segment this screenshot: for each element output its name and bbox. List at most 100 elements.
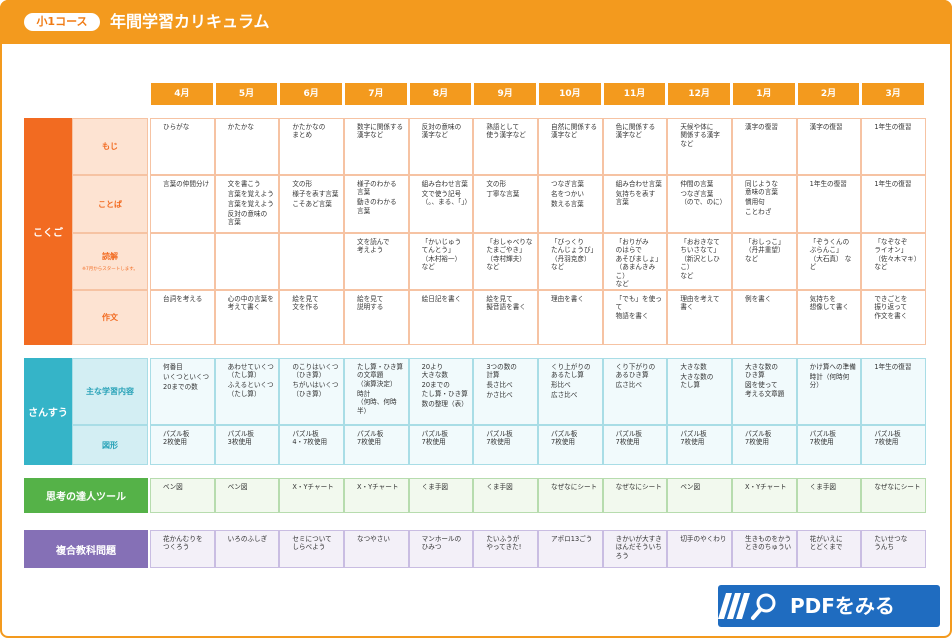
- cell-item: たし算・ひき算 の文章題 （演算決定）: [357, 363, 404, 388]
- cell: 「なぞなぞ ライオン」 （佐々木マキ） など: [861, 233, 926, 290]
- month-header: 9月: [474, 83, 536, 105]
- cell-item: 花かんむりを つくろう: [163, 535, 203, 552]
- cell-item: 大きな数: [680, 363, 707, 371]
- cell-item: 花がいえに とどくまで: [809, 535, 843, 552]
- cell-item: パズル板 7枚使用: [680, 430, 707, 447]
- cell: X・Yチャート: [344, 478, 409, 513]
- cell-item: 1年生の復習: [809, 180, 847, 188]
- cell-item: 「おりがみ のはらで あそびましょ」 （あまんきみこ） など: [615, 238, 662, 289]
- cell: なぜなにシート: [861, 478, 926, 513]
- cell-item: 同じような 意味の言葉: [745, 180, 778, 197]
- cell: 「でも」を使って 物語を書く: [602, 290, 668, 345]
- cell-item: X・Yチャート: [357, 483, 399, 491]
- cell-item: パズル板 7枚使用: [809, 430, 837, 447]
- cell-item: くま手図: [809, 483, 837, 491]
- cell: つなぎ言葉 名をつかい 数える言葉: [538, 175, 603, 233]
- cell-item: かたかな: [227, 123, 255, 131]
- cell-item: 「なぞなぞ ライオン」 （佐々木マキ） など: [874, 238, 921, 272]
- cell-item: 数の整理（表）: [421, 399, 468, 408]
- cell-item: 数字に関係する 漢字など: [357, 123, 404, 140]
- cell-item: 様子のわかる 言葉: [357, 180, 397, 197]
- cell: 仲間の言葉 つなぎ言葉 （ので、のに）: [667, 175, 732, 233]
- cell-item: つなぎ言葉 （ので、のに）: [680, 189, 727, 207]
- cell: マンホールの ひみつ: [408, 530, 474, 568]
- row-label: 主な学習内容: [72, 358, 148, 425]
- cell: 1年生の復習: [861, 118, 926, 175]
- cell-item: 反対の意味の 漢字など: [421, 123, 462, 140]
- cell-item: こそあど言葉: [292, 199, 332, 208]
- cell-item: 文の形: [486, 180, 507, 188]
- cell: ひらがな: [150, 118, 215, 175]
- cell-item: パズル板 7枚使用: [357, 430, 384, 447]
- cell-item: 組み合わせ言葉: [615, 180, 662, 188]
- cell-item: 気持ちを表す 言葉: [615, 189, 656, 207]
- cell: パズル板 4・7枚使用: [279, 425, 344, 465]
- month-header: 2月: [797, 83, 860, 105]
- cell-item: ベン図: [227, 483, 248, 491]
- cell-item: 広さ比べ: [615, 381, 643, 390]
- section-label: 複合教科問題: [24, 530, 148, 568]
- cell: セミについて しらべよう: [279, 530, 344, 568]
- month-header: 8月: [409, 83, 472, 105]
- cell: パズル板 7枚使用: [796, 425, 862, 465]
- cell: 気持ちを 想像して書く: [796, 290, 862, 345]
- cell: パズル板 7枚使用: [408, 425, 474, 465]
- cell-item: いくつといくつ: [163, 372, 210, 381]
- cell-item: 長さ比べ: [486, 381, 513, 390]
- cell-item: パズル板 7枚使用: [421, 430, 449, 447]
- cell-item: 1年生の復習: [874, 363, 912, 371]
- cell-item: 20までの数: [163, 382, 198, 391]
- cell: 生きものをかう ときのちゅうい: [732, 530, 797, 568]
- month-header: 12月: [668, 83, 730, 105]
- cell: なぜなにシート: [538, 478, 603, 513]
- cell: 数字に関係する 漢字など: [344, 118, 409, 175]
- cell-item: 図を使って 考える文章題: [745, 381, 785, 398]
- cell-item: 熟語として 使う漢字など: [486, 123, 526, 140]
- cell: 3つの数の 計算 長さ比べ かさ比べ: [473, 358, 538, 425]
- cell-item: パズル板 4・7枚使用: [292, 430, 328, 447]
- cell: くり下がりの あるひき算 広さ比べ: [602, 358, 668, 425]
- header-bar: [0, 0, 952, 44]
- cell: 絵日記を書く: [408, 290, 474, 345]
- cell-item: X・Yチャート: [745, 483, 787, 491]
- cell-item: かたかなの まとめ: [292, 123, 326, 140]
- cell: 様子のわかる 言葉 動きのわかる 言葉: [344, 175, 409, 233]
- cell-item: 慣用句: [745, 198, 765, 207]
- cell: たいせつな うんち: [861, 530, 926, 568]
- cell: 台詞を考える: [150, 290, 215, 345]
- course-badge: 小1コース: [24, 13, 100, 31]
- cell: 例を書く: [732, 290, 797, 345]
- cell: なつやさい: [344, 530, 409, 568]
- pdf-button[interactable]: PDFをみる: [718, 585, 940, 627]
- cell: たし算・ひき算 の文章題 （演算決定） 時計 （何時、何時半）: [344, 358, 409, 425]
- cell: かたかなの まとめ: [279, 118, 344, 175]
- cell-item: 3つの数の 計算: [486, 363, 517, 380]
- cell-item: 切手のやくわり: [680, 535, 727, 543]
- cell-item: 絵を見て 擬音語を書く: [486, 295, 526, 312]
- cell: かけ算への準備 時計（何時何分）: [796, 358, 862, 425]
- cell-item: 絵を見て 説明する: [357, 295, 384, 312]
- button-label: PDFをみる: [790, 594, 895, 618]
- cell: 大きな数の ひき算 図を使って 考える文章題: [732, 358, 797, 425]
- cell: 文を読んで 考えよう: [344, 233, 409, 290]
- cell: パズル板 2枚使用: [150, 425, 215, 465]
- cell-item: 仲間の言葉: [680, 180, 714, 188]
- row-label-text: もじ: [102, 142, 118, 151]
- cell: 「かいじゅう てんとう」 （木村裕一） など: [408, 233, 474, 290]
- cell-item: きかいが大すき ほんだそういち ろう: [615, 535, 662, 560]
- cell-item: いろのふしぎ: [227, 535, 268, 543]
- cell-item: 色に関係する 漢字など: [615, 123, 656, 140]
- row-label-text: 作文: [102, 313, 118, 322]
- cell-item: 絵日記を書く: [421, 295, 462, 303]
- cell-item: 1年生の復習: [874, 123, 912, 131]
- cell: 絵を見て 説明する: [344, 290, 409, 345]
- section-label: こくご: [24, 118, 72, 345]
- row-label: 読解 ※7月からスタートします。: [72, 233, 148, 290]
- cell-item: パズル板 7枚使用: [615, 430, 643, 447]
- cell-item: あわせていくつ （たし算）: [227, 363, 274, 380]
- cell: 花がいえに とどくまで: [796, 530, 862, 568]
- page-title: 年間学習カリキュラム: [110, 12, 270, 31]
- cell: 同じような 意味の言葉 慣用句 ことわざ: [732, 175, 797, 233]
- cell-item: 「おおきなて ちいさなて」 （新沢としひこ） など: [680, 238, 720, 280]
- cell: 熟語として 使う漢字など: [473, 118, 538, 175]
